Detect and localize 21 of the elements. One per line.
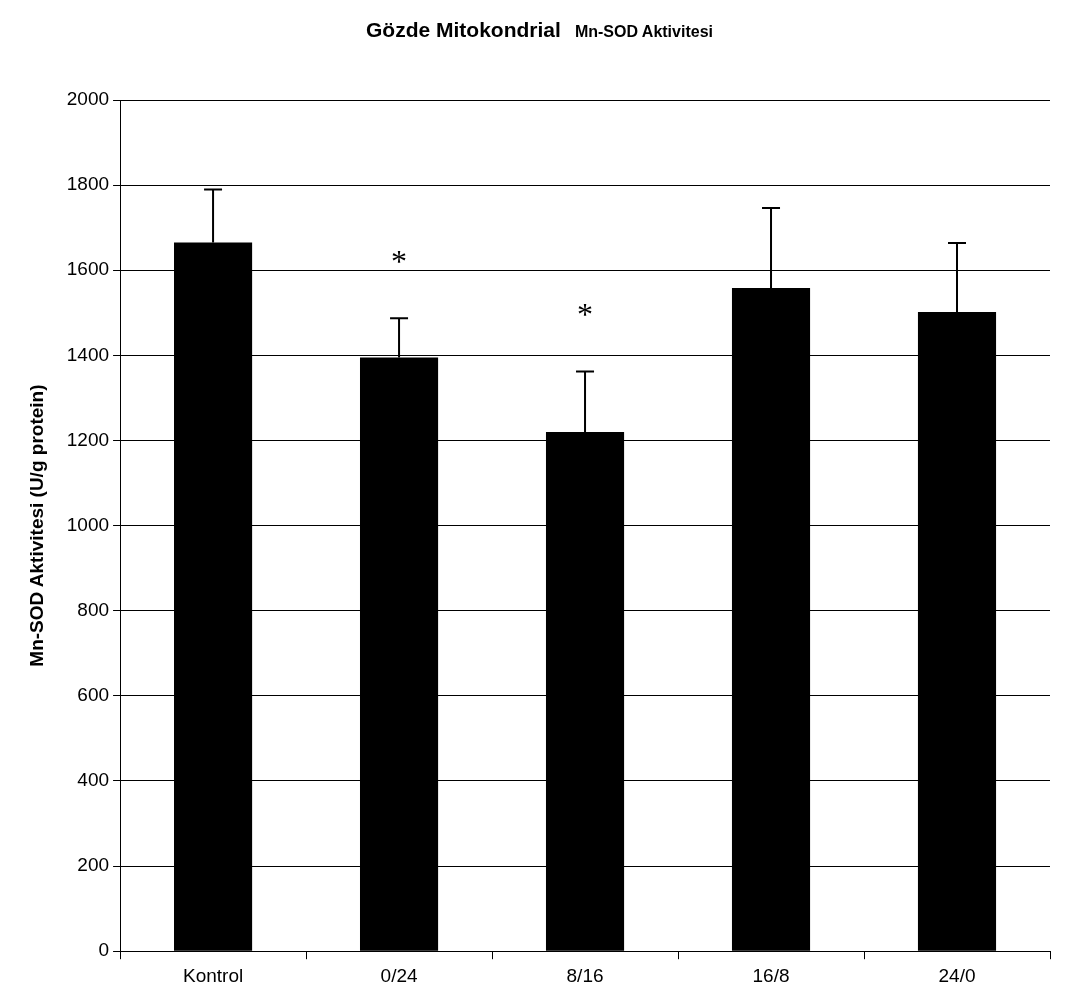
y-tick-label: 0 [98, 939, 110, 961]
x-tick-label: 8/16 [566, 964, 604, 986]
y-tick-label: 1200 [66, 428, 110, 450]
y-tick-label: 2000 [66, 88, 110, 110]
x-tick-label: 16/8 [752, 964, 790, 986]
x-tick-label: Kontrol [182, 964, 244, 986]
y-tick-label: 200 [77, 854, 110, 876]
y-axis-title: Mn-SOD Aktivitesi (U/g protein) [25, 384, 47, 667]
y-tick-label: 1800 [66, 173, 110, 195]
y-tick-label: 1400 [66, 343, 110, 365]
chart-subtitle: Mn-SOD Aktivitesi [574, 23, 713, 41]
y-tick-label: 800 [77, 598, 110, 620]
y-tick-label: 1600 [66, 258, 110, 280]
x-tick-label: 24/0 [938, 964, 976, 986]
y-tick-label: 1000 [66, 513, 110, 535]
data-label: * [577, 295, 594, 332]
chart-title: Gözde Mitokondrial [366, 18, 561, 42]
x-tick-label: 0/24 [380, 964, 418, 986]
data-label: * [391, 242, 408, 279]
y-tick-label: 400 [77, 769, 110, 791]
y-tick-label: 600 [77, 684, 110, 706]
